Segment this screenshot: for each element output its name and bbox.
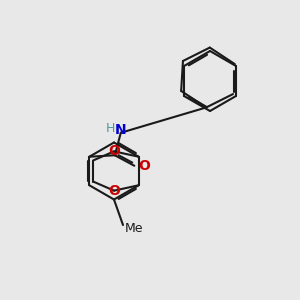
Text: O: O [138,159,150,173]
Text: H: H [106,122,115,135]
Text: O: O [108,184,120,198]
Text: O: O [108,144,120,158]
Text: N: N [115,123,127,137]
Text: Me: Me [124,221,143,235]
